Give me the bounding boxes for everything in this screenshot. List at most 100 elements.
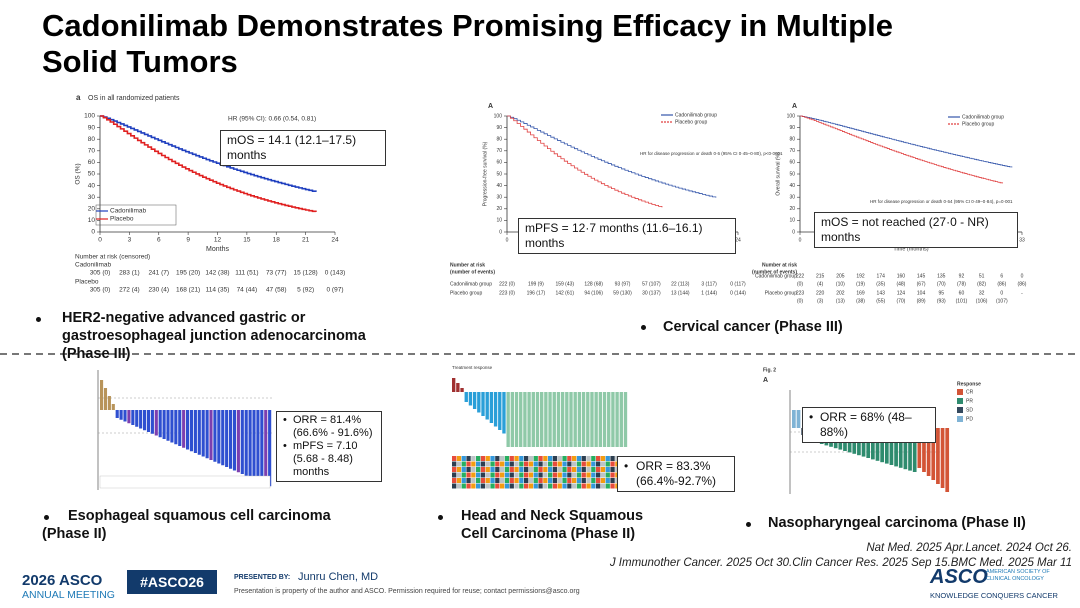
x-tick-label: 0 <box>98 237 102 244</box>
panel-label: A <box>792 103 797 110</box>
heatmap-cell <box>548 461 553 467</box>
waterfall-bar <box>472 392 477 409</box>
risk-value: 196 (17) <box>527 290 546 296</box>
caption: Nasopharyngeal carcinoma (Phase II) <box>768 515 1026 531</box>
y-tick-label: 60 <box>88 159 96 166</box>
waterfall-bar <box>875 428 880 461</box>
risk-events: (106) <box>976 298 988 304</box>
heatmap-cell <box>495 456 500 461</box>
heatmap-cell <box>591 461 596 467</box>
risk-value: 15 (128) <box>294 270 318 277</box>
waterfall-bar <box>111 404 115 410</box>
heatmap-cell <box>552 461 558 467</box>
heatmap-cell <box>480 461 486 467</box>
callout-line: (66.4%-92.7%) <box>636 474 717 488</box>
heatmap-cell <box>514 456 519 461</box>
heatmap-cell <box>533 472 538 478</box>
waterfall-bar <box>510 392 515 447</box>
heatmap-cell <box>495 478 500 483</box>
waterfall-bar <box>493 392 498 427</box>
waterfall-bar <box>623 392 628 447</box>
risk-value: 93 (97) <box>615 281 631 287</box>
risk-events: (86) <box>997 281 1006 287</box>
x-tick-label: 24 <box>331 237 339 244</box>
risk-row-name: Cadonilimab group <box>755 273 797 279</box>
hazard-ratio: HR for disease progression or death 0·6 … <box>640 151 783 156</box>
y-tick-label: 0 <box>499 229 502 235</box>
callout-line: mPFS = 7.10 (5.68 - 8.48) months <box>293 440 358 478</box>
heatmap-cell <box>528 461 534 467</box>
risk-value: 145 <box>917 273 926 279</box>
heatmap-cell <box>581 478 586 483</box>
heatmap-cell <box>562 478 567 483</box>
heatmap-cell <box>538 456 543 461</box>
risk-value: 60 <box>959 290 965 296</box>
legend-box <box>95 204 177 226</box>
heatmap-cell <box>533 467 538 472</box>
heatmap-cell <box>596 461 601 467</box>
y-tick-label: 30 <box>496 195 502 201</box>
heatmap-cell <box>581 467 586 472</box>
heatmap-cell <box>524 467 529 472</box>
waterfall-bar <box>139 410 143 429</box>
waterfall-bar <box>485 392 489 420</box>
risk-events: (93) <box>937 298 946 304</box>
risk-events: (70) <box>896 298 905 304</box>
heatmap-cell <box>485 456 490 461</box>
risk-value: - <box>1021 290 1023 296</box>
legend-label: Placebo <box>110 216 134 223</box>
y-tick-label: 70 <box>88 148 96 155</box>
legend-strip <box>99 475 271 489</box>
heatmap-cell <box>524 483 529 489</box>
heatmap-cell <box>533 461 538 467</box>
heatmap-cell <box>600 478 606 483</box>
heatmap-cell <box>605 483 610 489</box>
callout: mOS = not reached (27·0 - NR) months <box>814 212 1018 248</box>
waterfall-bar <box>119 410 123 420</box>
heatmap-cell <box>519 467 524 472</box>
heatmap-cell <box>480 456 486 461</box>
heatmap-cell <box>452 478 457 483</box>
panel-title: OS in all randomized patients <box>88 95 180 102</box>
y-tick-label: 80 <box>496 137 502 143</box>
waterfall-bar <box>523 392 527 447</box>
heatmap-cell <box>490 478 495 483</box>
risk-row-name: Placebo group <box>765 290 797 296</box>
legend-label: Placebo group <box>675 119 707 125</box>
heatmap-cell <box>548 483 553 489</box>
risk-title: Number at risk <box>762 262 797 268</box>
waterfall-bar <box>189 410 194 452</box>
risk-value: 0 (144) <box>730 290 746 296</box>
waterfall-bar <box>540 392 544 447</box>
waterfall-bar <box>232 410 237 471</box>
heatmap-cell <box>480 478 486 483</box>
heatmap-cell <box>538 461 543 467</box>
bullet <box>438 515 443 520</box>
legend-label: Cadonilimab group <box>962 114 1004 120</box>
heatmap-cell <box>596 456 601 461</box>
heatmap-cell <box>519 478 524 483</box>
waterfall-bar <box>197 410 201 455</box>
risk-value: 195 (20) <box>176 270 200 277</box>
heatmap-cell <box>596 467 601 472</box>
heatmap-cell <box>567 467 572 472</box>
x-tick-label: 24 <box>735 237 741 243</box>
y-tick-label: 20 <box>496 206 502 212</box>
x-tick-label: 33 <box>1019 237 1025 243</box>
legend-swatch <box>957 389 963 395</box>
waterfall-bar <box>170 410 174 443</box>
waterfall-bar <box>201 410 205 457</box>
y-tick-label: 10 <box>496 218 502 224</box>
caption: Cervical cancer (Phase III) <box>663 319 843 335</box>
heatmap-cell <box>466 478 471 483</box>
waterfall-bar <box>481 392 485 416</box>
y-axis-title: OS (%) <box>75 163 82 184</box>
heatmap-cell <box>596 478 601 483</box>
risk-value: 174 <box>877 273 886 279</box>
heatmap-cell <box>514 483 519 489</box>
waterfall-bar <box>166 410 170 441</box>
risk-value: 283 (1) <box>119 270 140 277</box>
waterfall-bar <box>498 392 502 430</box>
heatmap-cell <box>461 478 466 483</box>
y-tick-label: 60 <box>789 160 795 166</box>
